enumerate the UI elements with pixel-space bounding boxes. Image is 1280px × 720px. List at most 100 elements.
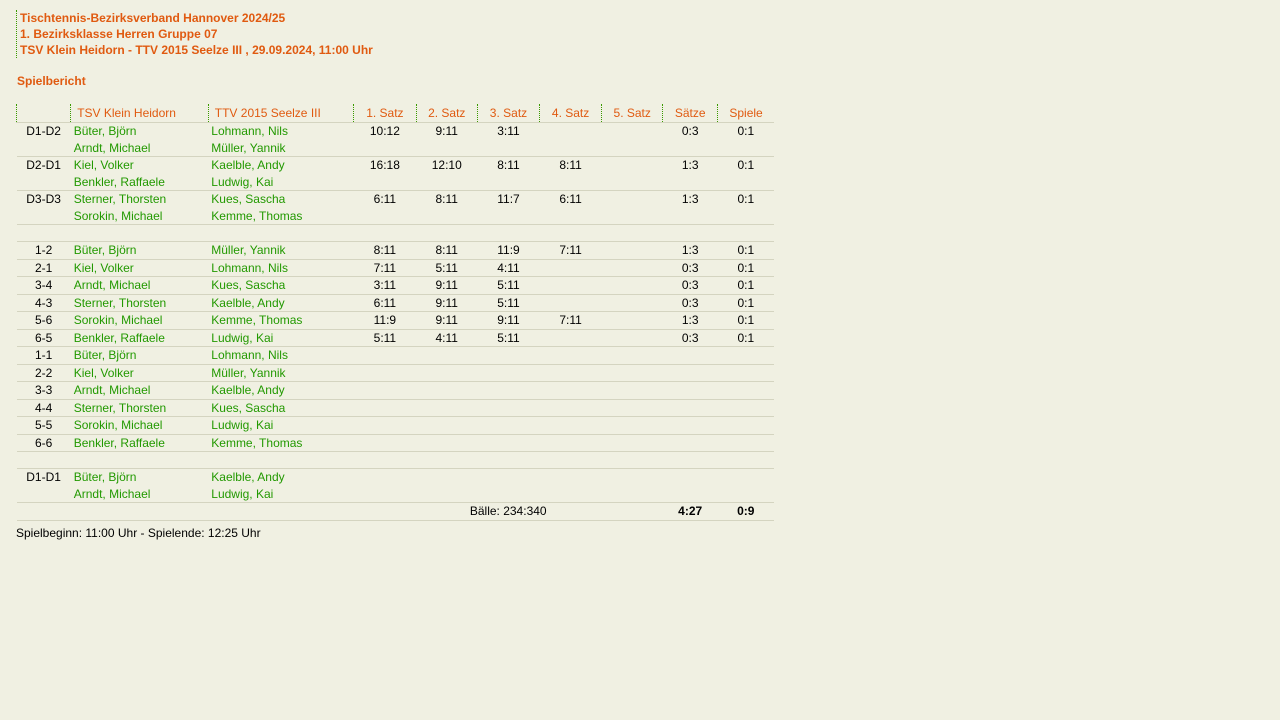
- table-row: 3-3 Arndt, Michael Kaelble, Andy: [16, 381, 774, 400]
- guest-players: Lohmann, Nils: [208, 259, 354, 277]
- guest-players: Kemme, Thomas: [208, 311, 354, 330]
- player-link[interactable]: Müller, Yannik: [211, 140, 286, 155]
- player-link[interactable]: Sterner, Thorsten: [73, 192, 167, 206]
- player-link[interactable]: Büter, Björn: [73, 348, 137, 362]
- player-link[interactable]: Ludwig, Kai: [211, 418, 274, 432]
- table-row: 6-6 Benkler, Raffaele Kemme, Thomas: [16, 434, 774, 452]
- games-result: 0:1: [717, 276, 774, 295]
- player-link[interactable]: Ludwig, Kai: [211, 174, 274, 189]
- player-link[interactable]: Kaelble, Andy: [211, 158, 285, 172]
- player-link[interactable]: Kaelble, Andy: [211, 470, 285, 484]
- guest-players: Lohmann, Nils Müller, Yannik: [208, 122, 354, 157]
- set-score: 11:7: [477, 190, 540, 225]
- home-players: Sterner, Thorsten Sorokin, Michael: [70, 190, 209, 225]
- player-link[interactable]: Büter, Björn: [73, 470, 137, 484]
- player-link[interactable]: Lohmann, Nils: [211, 348, 288, 362]
- guest-players: Müller, Yannik: [208, 241, 354, 260]
- set-score: 9:11: [477, 311, 540, 330]
- player-link[interactable]: Kemme, Thomas: [211, 435, 303, 450]
- set-score: 6:11: [353, 190, 417, 225]
- set-score: 5:11: [416, 259, 478, 277]
- sets-result: [662, 364, 718, 382]
- player-link[interactable]: Lohmann, Nils: [211, 124, 288, 138]
- table-row: 3-4 Arndt, Michael Kues, Sascha 3:11 9:11 5:1…: [16, 276, 774, 295]
- totals-row: Bälle: 234:340 4:27 0:9: [16, 502, 774, 521]
- set-score: [477, 416, 540, 435]
- player-link[interactable]: Kues, Sascha: [211, 400, 286, 415]
- group-title: 1. Bezirksklasse Herren Gruppe 07: [20, 27, 218, 41]
- home-players: Benkler, Raffaele: [70, 434, 209, 452]
- set-score: [353, 434, 417, 452]
- player-link[interactable]: Kiel, Volker: [73, 260, 134, 275]
- player-link[interactable]: Benkler, Raffaele: [73, 174, 165, 189]
- table-row: 2-1 Kiel, Volker Lohmann, Nils 7:11 5:11 4:11…: [16, 259, 774, 277]
- player-link[interactable]: Benkler, Raffaele: [73, 435, 165, 450]
- sets-result: [662, 434, 718, 452]
- player-link[interactable]: Arndt, Michael: [73, 486, 151, 501]
- games-result: 0:1: [717, 329, 774, 347]
- games-result: 0:1: [717, 122, 774, 157]
- set-score: 8:11: [353, 241, 417, 260]
- player-link[interactable]: Benkler, Raffaele: [73, 330, 165, 345]
- guest-players: Kaelble, Andy Ludwig, Kai: [208, 468, 354, 503]
- column-header: TTV 2015 Seelze III: [207, 104, 354, 123]
- player-link[interactable]: Müller, Yannik: [211, 243, 286, 257]
- guest-players: Kues, Sascha: [208, 276, 354, 295]
- player-link[interactable]: Kaelble, Andy: [211, 295, 285, 310]
- set-score: 8:11: [416, 241, 478, 260]
- set-score: 7:11: [539, 311, 602, 330]
- set-score: [539, 276, 602, 295]
- set-score: 4:11: [477, 259, 540, 277]
- set-score: [601, 294, 663, 312]
- set-score: 6:11: [353, 294, 417, 312]
- guest-players: Kaelble, Andy: [208, 294, 354, 312]
- player-link[interactable]: Kiel, Volker: [73, 158, 134, 172]
- player-link[interactable]: Kues, Sascha: [211, 278, 286, 292]
- player-link[interactable]: Arndt, Michael: [73, 383, 151, 397]
- player-link[interactable]: Kaelble, Andy: [211, 383, 285, 397]
- player-link[interactable]: Arndt, Michael: [73, 278, 151, 292]
- player-link[interactable]: Arndt, Michael: [73, 140, 151, 155]
- guest-players: Kues, Sascha Kemme, Thomas: [208, 190, 354, 225]
- set-score: 8:11: [539, 156, 602, 191]
- player-link[interactable]: Kiel, Volker: [73, 365, 134, 380]
- pairing: 1-1: [16, 346, 71, 365]
- set-score: [416, 434, 478, 452]
- set-score: [601, 311, 663, 330]
- player-link[interactable]: Sorokin, Michael: [73, 313, 163, 327]
- column-header: TSV Klein Heidorn: [70, 104, 209, 123]
- column-header: 2. Satz: [415, 104, 478, 123]
- table-row: 5-5 Sorokin, Michael Ludwig, Kai: [16, 416, 774, 435]
- player-link[interactable]: Lohmann, Nils: [211, 260, 288, 275]
- table-row: 5-6 Sorokin, Michael Kemme, Thomas 11:9 9:11…: [16, 311, 774, 330]
- set-score: [353, 399, 417, 417]
- guest-players: Lohmann, Nils: [208, 346, 354, 365]
- player-link[interactable]: Sterner, Thorsten: [73, 400, 167, 415]
- player-link[interactable]: Ludwig, Kai: [211, 486, 274, 501]
- set-score: [539, 468, 602, 503]
- games-result: [717, 468, 774, 503]
- set-score: 9:11: [416, 294, 478, 312]
- player-link[interactable]: Sorokin, Michael: [73, 418, 163, 432]
- player-link[interactable]: Ludwig, Kai: [211, 330, 274, 345]
- sets-result: [662, 381, 718, 400]
- sets-result: 1:3: [662, 311, 718, 330]
- set-score: 16:18: [353, 156, 417, 191]
- home-players: Sorokin, Michael: [70, 311, 209, 330]
- player-link[interactable]: Kues, Sascha: [211, 192, 286, 206]
- player-link[interactable]: Sorokin, Michael: [73, 208, 163, 223]
- player-link[interactable]: Büter, Björn: [73, 243, 137, 257]
- set-score: 5:11: [477, 329, 540, 347]
- balls-total: Bälle: 234:340: [353, 502, 663, 521]
- player-link[interactable]: Kemme, Thomas: [211, 313, 303, 327]
- spacer-cell: [16, 224, 774, 242]
- player-link[interactable]: Müller, Yannik: [211, 365, 286, 380]
- pairing: D2-D1: [16, 156, 71, 191]
- set-score: [539, 381, 602, 400]
- player-link[interactable]: Büter, Björn: [73, 124, 137, 138]
- pairing: 5-6: [16, 311, 71, 330]
- player-link[interactable]: Sterner, Thorsten: [73, 295, 167, 310]
- set-score: 5:11: [477, 294, 540, 312]
- player-link[interactable]: Kemme, Thomas: [211, 208, 303, 223]
- home-players: Büter, Björn Arndt, Michael: [70, 122, 209, 157]
